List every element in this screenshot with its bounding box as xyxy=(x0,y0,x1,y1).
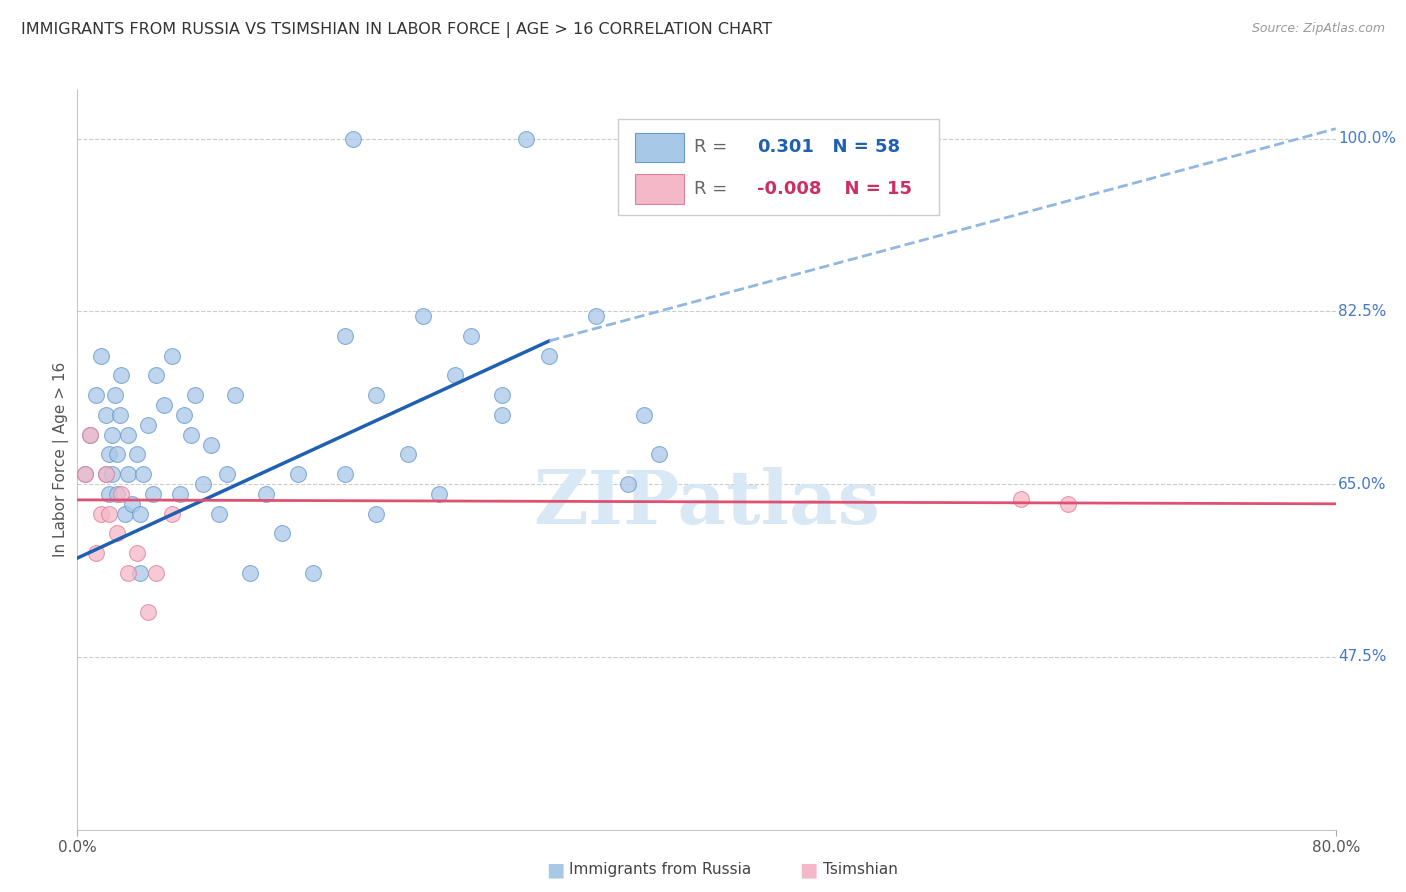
Point xyxy=(132,467,155,482)
Point xyxy=(633,408,655,422)
Point xyxy=(121,497,143,511)
Point xyxy=(105,526,128,541)
Point xyxy=(84,546,107,560)
Text: 82.5%: 82.5% xyxy=(1339,304,1386,318)
Point xyxy=(333,467,356,482)
Point xyxy=(142,487,165,501)
Text: 0.301: 0.301 xyxy=(756,138,814,156)
Point xyxy=(84,388,107,402)
Point xyxy=(366,507,388,521)
Point xyxy=(97,447,120,461)
Point xyxy=(287,467,309,482)
Text: R =: R = xyxy=(695,180,733,198)
Point xyxy=(444,368,467,383)
Point xyxy=(648,447,671,461)
Point xyxy=(585,310,607,324)
Point xyxy=(127,546,149,560)
Text: Immigrants from Russia: Immigrants from Russia xyxy=(569,863,752,877)
Text: -0.008: -0.008 xyxy=(756,180,821,198)
Text: IMMIGRANTS FROM RUSSIA VS TSIMSHIAN IN LABOR FORCE | AGE > 16 CORRELATION CHART: IMMIGRANTS FROM RUSSIA VS TSIMSHIAN IN L… xyxy=(21,22,772,38)
Point xyxy=(117,427,139,442)
Point xyxy=(491,388,513,402)
Point xyxy=(110,368,132,383)
Point xyxy=(173,408,195,422)
Text: 47.5%: 47.5% xyxy=(1339,649,1386,665)
Point xyxy=(114,507,136,521)
Text: ZIPatlas: ZIPatlas xyxy=(533,467,880,541)
Point xyxy=(208,507,231,521)
Text: Tsimshian: Tsimshian xyxy=(823,863,897,877)
Point xyxy=(75,467,97,482)
Text: R =: R = xyxy=(695,138,738,156)
Point xyxy=(136,417,159,432)
Text: ■: ■ xyxy=(799,860,818,880)
Point xyxy=(105,447,128,461)
Point xyxy=(101,427,124,442)
Point xyxy=(538,349,561,363)
Point xyxy=(342,131,364,145)
Point xyxy=(333,329,356,343)
Point xyxy=(104,388,127,402)
Point xyxy=(515,131,537,145)
Point xyxy=(94,408,117,422)
Text: Source: ZipAtlas.com: Source: ZipAtlas.com xyxy=(1251,22,1385,36)
Point xyxy=(160,507,183,521)
Point xyxy=(302,566,325,580)
FancyBboxPatch shape xyxy=(619,119,939,215)
FancyBboxPatch shape xyxy=(634,174,683,204)
Point xyxy=(101,467,124,482)
Point xyxy=(94,467,117,482)
Point xyxy=(270,526,292,541)
Point xyxy=(127,447,149,461)
Point xyxy=(160,349,183,363)
Point xyxy=(97,487,120,501)
Point xyxy=(460,329,482,343)
Point xyxy=(617,477,640,491)
Point xyxy=(117,566,139,580)
Point xyxy=(1010,491,1032,506)
Point xyxy=(224,388,246,402)
Point xyxy=(97,507,120,521)
Point xyxy=(145,566,167,580)
Point xyxy=(129,507,152,521)
Point xyxy=(239,566,262,580)
Point xyxy=(79,427,101,442)
Point xyxy=(200,437,222,451)
Y-axis label: In Labor Force | Age > 16: In Labor Force | Age > 16 xyxy=(53,362,69,557)
Text: ■: ■ xyxy=(546,860,565,880)
Point xyxy=(90,507,112,521)
Point xyxy=(90,349,112,363)
Point xyxy=(79,427,101,442)
Point xyxy=(254,487,277,501)
Point xyxy=(117,467,139,482)
Point xyxy=(215,467,238,482)
Point xyxy=(491,408,513,422)
Point xyxy=(169,487,191,501)
Point xyxy=(145,368,167,383)
Point xyxy=(180,427,202,442)
Point xyxy=(94,467,117,482)
Point xyxy=(412,310,434,324)
Point xyxy=(105,487,128,501)
Point xyxy=(108,408,131,422)
Point xyxy=(129,566,152,580)
Text: 100.0%: 100.0% xyxy=(1339,131,1396,146)
Text: N = 15: N = 15 xyxy=(832,180,912,198)
Text: 65.0%: 65.0% xyxy=(1339,476,1386,491)
Text: N = 58: N = 58 xyxy=(820,138,900,156)
Point xyxy=(1057,497,1080,511)
Point xyxy=(191,477,215,491)
Point xyxy=(153,398,176,412)
FancyBboxPatch shape xyxy=(634,133,683,162)
Point xyxy=(110,487,132,501)
Point xyxy=(427,487,450,501)
Point xyxy=(75,467,97,482)
Point xyxy=(396,447,419,461)
Point xyxy=(136,606,159,620)
Point xyxy=(366,388,388,402)
Point xyxy=(184,388,207,402)
